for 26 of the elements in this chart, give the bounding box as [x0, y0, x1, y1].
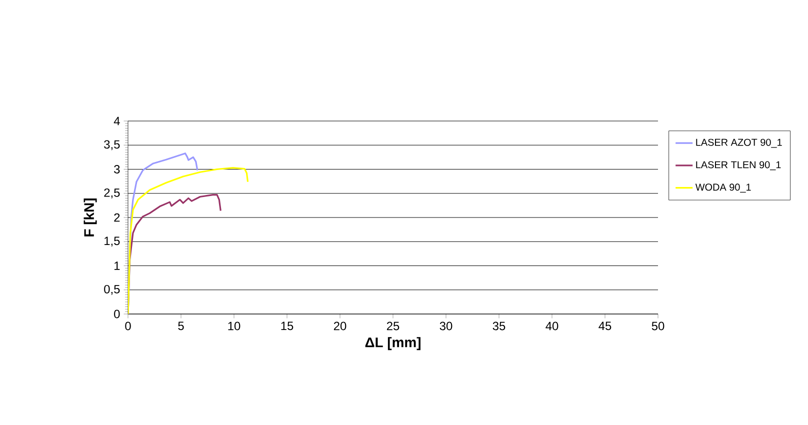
x-tick-label: 30 [440, 322, 452, 330]
legend-label: LASER TLEN 90_1 [696, 161, 781, 170]
x-tick-label: 35 [492, 322, 506, 330]
x-axis-title: ΔL [mm] [365, 337, 420, 350]
y-tick-label: 4 [114, 116, 120, 126]
legend-label: WODA 90_1 [695, 184, 751, 193]
x-tick-label: 25 [386, 322, 400, 330]
legend-label: LASER AZOT 90_1 [696, 138, 782, 148]
y-tick-label: 0,5 [104, 284, 120, 295]
line-series [128, 167, 249, 314]
y-tick-label: 1,5 [104, 236, 120, 247]
y-tick-label: 1 [114, 262, 120, 270]
x-tick-label: 10 [228, 322, 240, 330]
y-tick-label: 2,5 [104, 188, 120, 198]
x-tick-label: 0 [125, 322, 131, 330]
x-tick-label: 50 [652, 322, 664, 330]
y-tick-label: 0 [114, 310, 120, 318]
y-tick-label: 3 [114, 165, 120, 174]
y-axis-title: F [kN] [84, 198, 97, 236]
y-tick-label: 3,5 [104, 140, 120, 150]
x-tick-label: 45 [598, 322, 612, 330]
x-tick-label: 15 [281, 322, 294, 330]
x-tick-label: 5 [178, 322, 184, 330]
x-tick-label: 40 [546, 322, 558, 330]
x-tick-label: 20 [334, 322, 346, 330]
y-tick-label: 2 [114, 213, 120, 222]
